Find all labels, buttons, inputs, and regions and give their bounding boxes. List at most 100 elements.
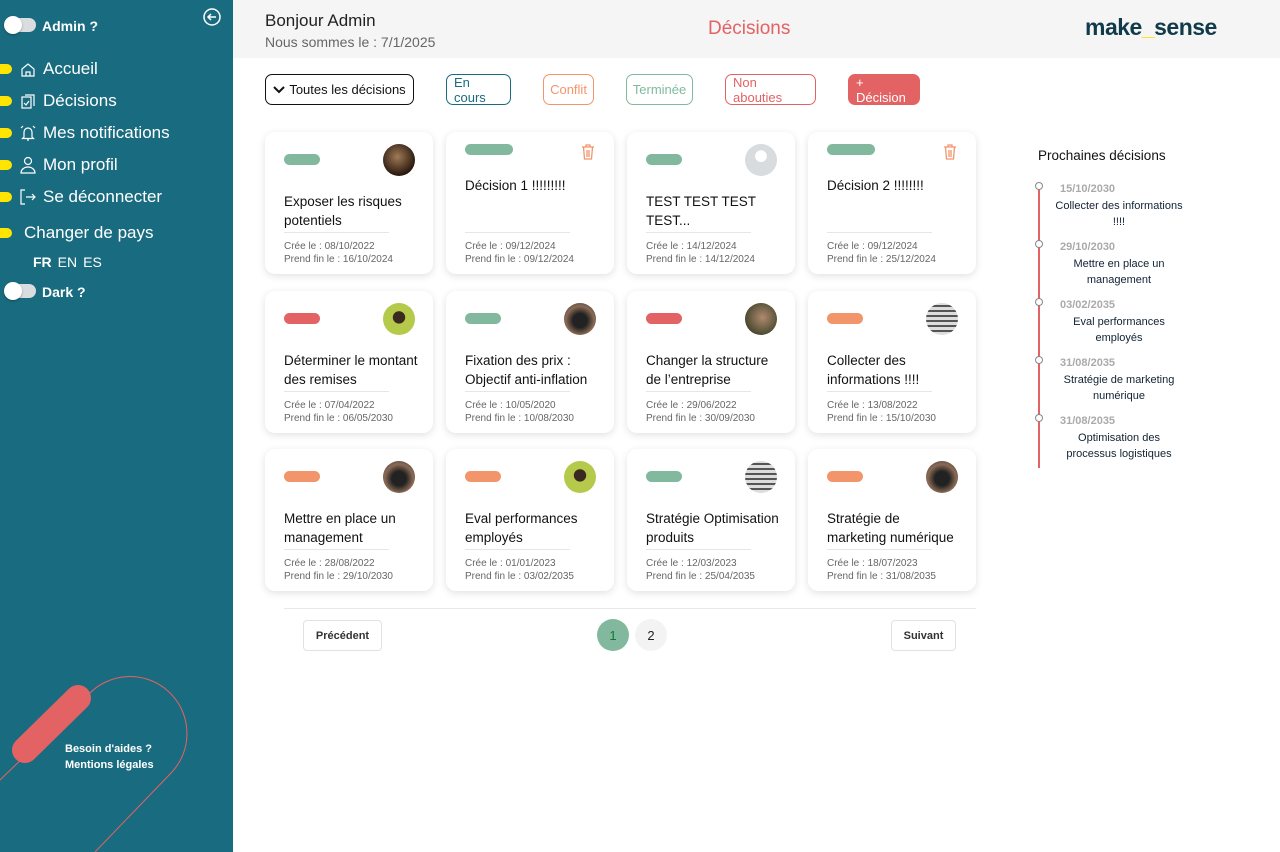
sidebar: Admin ? Accueil Décisions Mes notification… — [0, 0, 233, 852]
avatar — [926, 461, 958, 493]
decision-title: Décision 2 !!!!!!!! — [827, 178, 924, 193]
timeline-date: 31/08/2035 — [1060, 357, 1116, 369]
lang-es[interactable]: ES — [83, 254, 102, 270]
logout-icon — [20, 189, 36, 205]
avatar — [745, 461, 777, 493]
end-date: Prend fin le : 03/02/2035 — [465, 571, 574, 582]
decision-card[interactable]: Mettre en place un management Crée le : … — [265, 449, 433, 591]
filter-all-dropdown[interactable]: Toutes les décisions — [265, 74, 414, 105]
timeline-decision-name: Stratégie de marketing numérique — [1063, 374, 1175, 402]
previous-page-button[interactable]: Précédent — [303, 620, 382, 651]
sidebar-item-change-country[interactable]: Changer de pays — [0, 223, 153, 243]
avatar — [383, 461, 415, 493]
status-pill — [646, 154, 682, 165]
dark-mode-toggle[interactable] — [4, 282, 36, 300]
timeline-date: 31/08/2035 — [1060, 415, 1116, 427]
decision-card[interactable]: Collecter des informations !!!! Crée le … — [808, 291, 976, 433]
end-date: Prend fin le : 09/12/2024 — [465, 254, 574, 265]
clipboard-check-icon — [21, 94, 35, 109]
decision-title: Stratégie de marketing numérique — [827, 511, 954, 545]
page-1-button[interactable]: 1 — [597, 619, 629, 651]
trash-icon[interactable] — [942, 144, 958, 160]
sidebar-item-3[interactable]: Mon profil — [0, 155, 118, 175]
created-date: Crée le : 01/01/2023 — [465, 558, 556, 569]
sidebar-item-label: Mes notifications — [43, 123, 170, 142]
status-pill — [465, 144, 513, 155]
divider — [465, 391, 570, 392]
chevron-down-icon — [273, 85, 286, 93]
sidebar-item-label: Décisions — [43, 91, 117, 110]
timeline-date: 29/10/2030 — [1060, 241, 1116, 253]
end-date: Prend fin le : 25/04/2035 — [646, 571, 755, 582]
end-date: Prend fin le : 10/08/2030 — [465, 413, 574, 424]
decision-card[interactable]: Décision 1 !!!!!!!!! Crée le : 09/12/202… — [446, 132, 614, 274]
sidebar-item-0[interactable]: Accueil — [0, 59, 98, 79]
sidebar-item-1[interactable]: Décisions — [0, 91, 117, 111]
filter-failed-button[interactable]: Non abouties — [725, 74, 816, 105]
decision-card[interactable]: Changer la structure de l’entreprise Cré… — [627, 291, 795, 433]
decision-title: Mettre en place un management — [284, 511, 396, 545]
page-2-button[interactable]: 2 — [635, 619, 667, 651]
end-date: Prend fin le : 14/12/2024 — [646, 254, 755, 265]
decision-card[interactable]: Déterminer le montant des remises Crée l… — [265, 291, 433, 433]
avatar — [564, 461, 596, 493]
timeline-decision-name: Optimisation des processus logistiques — [1066, 432, 1172, 460]
lang-fr[interactable]: FR — [33, 254, 52, 270]
avatar — [383, 303, 415, 335]
lang-en[interactable]: EN — [57, 254, 78, 270]
decision-card[interactable]: Eval performances employés Crée le : 01/… — [446, 449, 614, 591]
decision-title: Déterminer le montant des remises — [284, 353, 418, 387]
created-date: Crée le : 28/08/2022 — [284, 558, 375, 569]
avatar — [745, 144, 777, 176]
timeline-line — [1038, 184, 1040, 468]
timeline-dot — [1035, 356, 1043, 364]
filter-conflict-button[interactable]: Conflit — [543, 74, 594, 105]
end-date: Prend fin le : 29/10/2030 — [284, 571, 393, 582]
add-decision-button[interactable]: + Décision — [848, 74, 920, 105]
avatar — [383, 144, 415, 176]
decision-card[interactable]: Stratégie Optimisation produits Crée le … — [627, 449, 795, 591]
admin-toggle[interactable] — [4, 16, 36, 34]
created-date: Crée le : 13/08/2022 — [827, 400, 918, 411]
next-page-button[interactable]: Suivant — [891, 620, 956, 651]
logo[interactable]: make_sense — [1085, 14, 1217, 40]
decision-title: Eval performances employés — [465, 511, 578, 545]
created-date: Crée le : 18/07/2023 — [827, 558, 918, 569]
user-icon — [20, 156, 36, 174]
created-date: Crée le : 08/10/2022 — [284, 241, 375, 252]
sidebar-item-4[interactable]: Se déconnecter — [0, 187, 162, 207]
timeline-dot — [1035, 298, 1043, 306]
status-pill — [646, 471, 682, 482]
sidebar-item-label: Accueil — [43, 59, 98, 78]
status-pill — [827, 313, 863, 324]
active-dot — [0, 96, 12, 106]
status-pill — [646, 313, 682, 324]
decision-card[interactable]: Stratégie de marketing numérique Crée le… — [808, 449, 976, 591]
decorative-shape — [0, 676, 188, 852]
divider — [646, 549, 751, 550]
help-link[interactable]: Besoin d'aides ? — [65, 743, 152, 755]
avatar — [926, 303, 958, 335]
filter-done-button[interactable]: Terminée — [626, 74, 693, 105]
decision-title: Fixation des prix : Objectif anti-inflat… — [465, 353, 588, 387]
timeline-decision-name: Collecter des informations !!!! — [1055, 200, 1183, 228]
collapse-sidebar-icon[interactable] — [203, 8, 221, 26]
end-date: Prend fin le : 25/12/2024 — [827, 254, 936, 265]
active-dot — [0, 64, 12, 74]
timeline-date: 15/10/2030 — [1060, 183, 1116, 195]
timeline-dot — [1035, 414, 1043, 422]
trash-icon[interactable] — [580, 144, 596, 160]
greeting: Bonjour Admin — [265, 11, 376, 30]
legal-link[interactable]: Mentions légales — [65, 759, 154, 771]
sidebar-item-2[interactable]: Mes notifications — [0, 123, 170, 143]
decision-card[interactable]: Fixation des prix : Objectif anti-inflat… — [446, 291, 614, 433]
decision-card[interactable]: Exposer les risques potentiels Crée le :… — [265, 132, 433, 274]
timeline-decision-name: Mettre en place un management — [1073, 258, 1165, 286]
active-dot — [0, 192, 12, 202]
home-icon — [21, 63, 35, 77]
filter-ongoing-button[interactable]: En cours — [446, 74, 511, 105]
decision-card[interactable]: TEST TEST TEST TEST... Crée le : 14/12/2… — [627, 132, 795, 274]
divider — [284, 232, 389, 233]
decision-card[interactable]: Décision 2 !!!!!!!! Crée le : 09/12/2024… — [808, 132, 976, 274]
sidebar-item-label: Changer de pays — [24, 223, 154, 242]
